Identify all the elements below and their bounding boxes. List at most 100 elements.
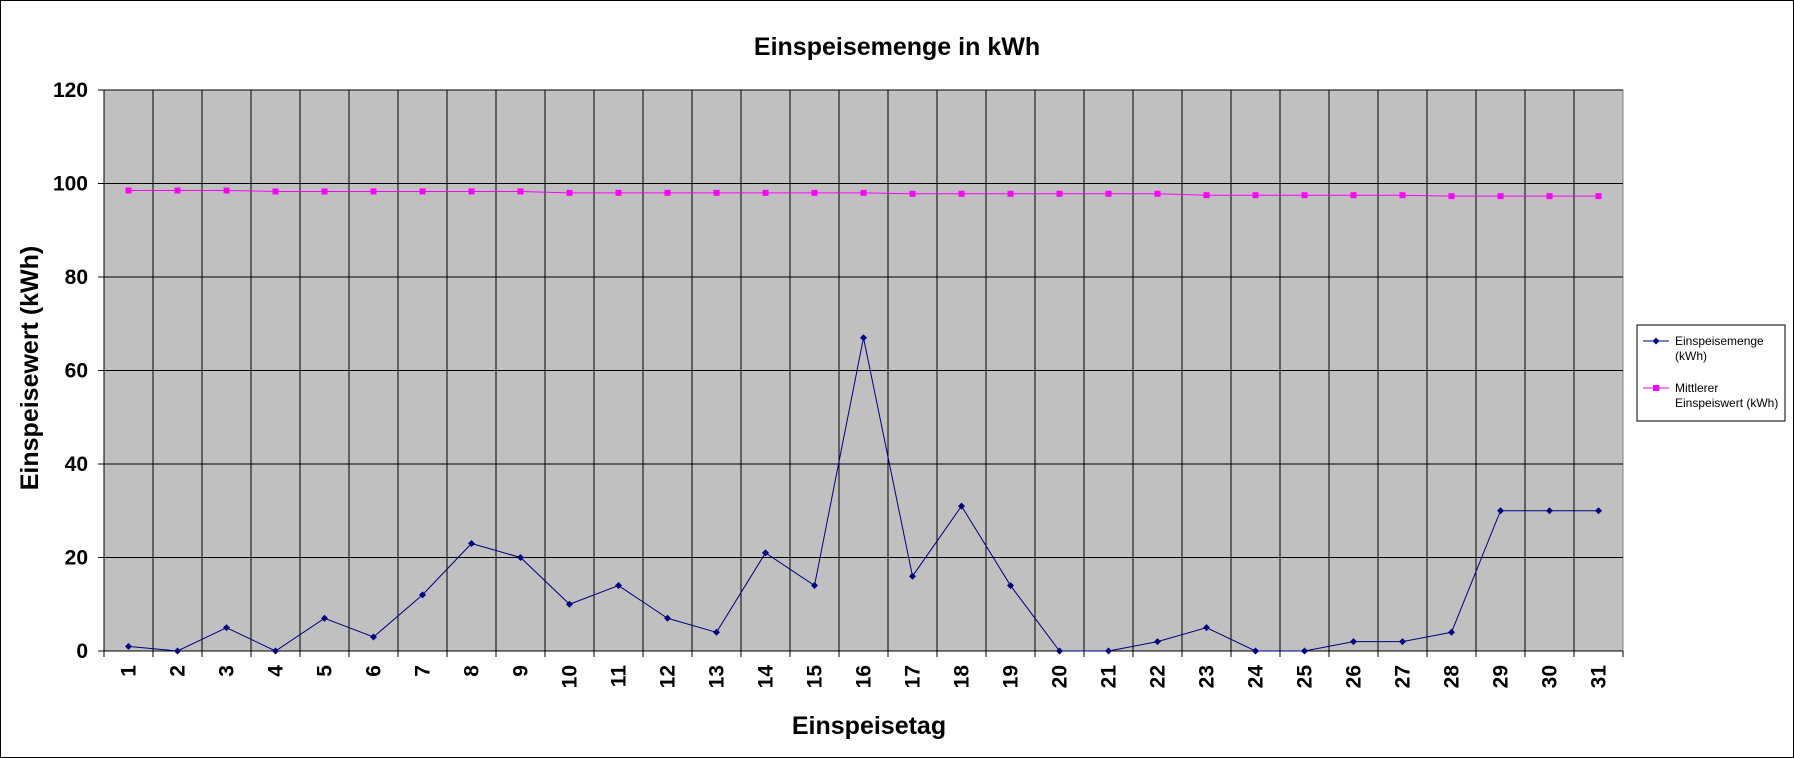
y-tick-labels: 0 20 40 60 80 100 120 bbox=[53, 79, 88, 663]
data-point bbox=[811, 582, 818, 590]
x-tick-label: 30 bbox=[1539, 665, 1562, 688]
x-tick-label: 26 bbox=[1343, 665, 1366, 688]
series-2 bbox=[125, 187, 1602, 200]
data-point bbox=[1546, 193, 1553, 200]
x-tick-label: 4 bbox=[265, 665, 288, 677]
data-point bbox=[1105, 190, 1112, 197]
x-tick-label: 31 bbox=[1588, 665, 1611, 689]
data-point bbox=[419, 591, 426, 599]
data-point bbox=[1350, 638, 1357, 646]
data-point bbox=[174, 647, 181, 655]
x-tick-label: 28 bbox=[1441, 665, 1464, 689]
data-point bbox=[321, 188, 328, 195]
data-point bbox=[1007, 582, 1014, 590]
grid-lines bbox=[104, 89, 1623, 651]
data-point bbox=[223, 187, 230, 194]
data-point bbox=[1546, 507, 1553, 515]
x-tick-label: 19 bbox=[1000, 665, 1023, 688]
legend-swatch-marker bbox=[1652, 337, 1660, 345]
x-tick-label: 24 bbox=[1245, 665, 1268, 689]
y-axis-title: Einspeisewert (kWh) bbox=[16, 246, 44, 491]
x-tick-label: 3 bbox=[216, 665, 239, 677]
data-point bbox=[1399, 638, 1406, 646]
data-point bbox=[1301, 192, 1308, 199]
legend: Einspeisemenge(kWh) MittlererEinspeiswert… bbox=[1636, 324, 1786, 422]
x-tick-label: 23 bbox=[1196, 665, 1219, 688]
x-tick-label: 29 bbox=[1490, 665, 1513, 688]
x-tick-label: 5 bbox=[314, 665, 337, 677]
data-point bbox=[811, 189, 818, 196]
data-point bbox=[321, 614, 328, 622]
data-point bbox=[1056, 190, 1063, 197]
x-tick-label: 7 bbox=[412, 665, 435, 677]
data-point bbox=[1203, 192, 1210, 199]
data-point bbox=[615, 189, 622, 196]
data-point bbox=[468, 539, 475, 547]
x-tick-labels: 1 2 3 4 5 6 7 8 9 10 11 12 13 14 15 16 17 18 19 20 21 22 23 24 2… bbox=[118, 665, 1611, 689]
x-tick-label: 13 bbox=[706, 665, 729, 688]
x-tick-label: 9 bbox=[510, 665, 533, 677]
data-point bbox=[1154, 190, 1161, 197]
x-tick-label: 21 bbox=[1098, 665, 1121, 689]
y-tick-label: 20 bbox=[65, 547, 88, 570]
data-point bbox=[860, 189, 867, 196]
legend-swatch-marker bbox=[1653, 385, 1659, 391]
x-tick-label: 15 bbox=[804, 665, 827, 689]
data-point bbox=[713, 628, 720, 636]
data-point bbox=[566, 189, 573, 196]
data-point bbox=[664, 189, 671, 196]
x-tick-label: 17 bbox=[902, 665, 925, 688]
data-point bbox=[1007, 190, 1014, 197]
data-point bbox=[762, 549, 769, 557]
series-layer bbox=[125, 187, 1602, 655]
chart-title: Einspeisemenge in kWh bbox=[754, 33, 1040, 61]
data-point bbox=[125, 642, 132, 650]
data-point bbox=[664, 614, 671, 622]
x-tick-label: 18 bbox=[951, 665, 974, 689]
x-tick-label: 11 bbox=[608, 665, 631, 688]
x-axis-title: Einspeisetag bbox=[792, 712, 946, 740]
data-point bbox=[1399, 192, 1406, 199]
x-tick-label: 1 bbox=[118, 665, 141, 677]
data-point bbox=[223, 624, 230, 632]
data-point bbox=[1252, 192, 1259, 199]
y-tick-label: 80 bbox=[65, 266, 88, 289]
data-point bbox=[272, 647, 279, 655]
data-point bbox=[1595, 507, 1602, 515]
data-point bbox=[762, 189, 769, 196]
legend-label: Mittlerer bbox=[1675, 381, 1718, 395]
x-tick-label: 12 bbox=[657, 665, 680, 688]
data-point bbox=[517, 554, 524, 561]
legend-entry: Einspeisemenge(kWh) bbox=[1643, 334, 1764, 363]
y-tick-label: 120 bbox=[53, 79, 88, 102]
series-1 bbox=[125, 334, 1602, 655]
data-point bbox=[909, 572, 916, 580]
data-point bbox=[125, 187, 132, 194]
data-point bbox=[1448, 628, 1455, 636]
data-point bbox=[272, 188, 279, 195]
data-point bbox=[468, 188, 475, 195]
data-point bbox=[1301, 647, 1308, 655]
data-point bbox=[1056, 647, 1063, 655]
y-tick-label: 40 bbox=[65, 453, 88, 476]
data-point bbox=[1252, 647, 1259, 655]
data-point bbox=[958, 502, 965, 510]
data-point bbox=[909, 190, 916, 197]
data-point bbox=[419, 188, 426, 195]
y-tick-label: 100 bbox=[53, 173, 88, 196]
data-point bbox=[958, 190, 965, 197]
data-point bbox=[1154, 638, 1161, 646]
data-point bbox=[860, 334, 867, 342]
data-point bbox=[370, 188, 377, 195]
data-point bbox=[713, 189, 720, 196]
data-point bbox=[1350, 192, 1357, 199]
x-tick-label: 16 bbox=[853, 665, 876, 688]
data-point bbox=[566, 600, 573, 608]
x-tick-label: 10 bbox=[559, 665, 582, 688]
x-tick-label: 22 bbox=[1147, 665, 1170, 688]
data-point bbox=[174, 187, 181, 194]
x-tick-label: 25 bbox=[1294, 665, 1317, 689]
